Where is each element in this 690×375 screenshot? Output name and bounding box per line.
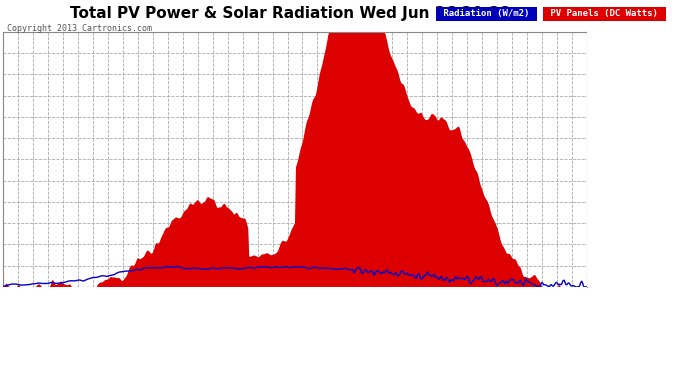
Text: Radiation (W/m2): Radiation (W/m2) (438, 9, 535, 18)
Text: PV Panels (DC Watts): PV Panels (DC Watts) (545, 9, 663, 18)
Text: Copyright 2013 Cartronics.com: Copyright 2013 Cartronics.com (7, 24, 152, 33)
Text: Total PV Power & Solar Radiation Wed Jun 26 20:28: Total PV Power & Solar Radiation Wed Jun… (70, 6, 510, 21)
